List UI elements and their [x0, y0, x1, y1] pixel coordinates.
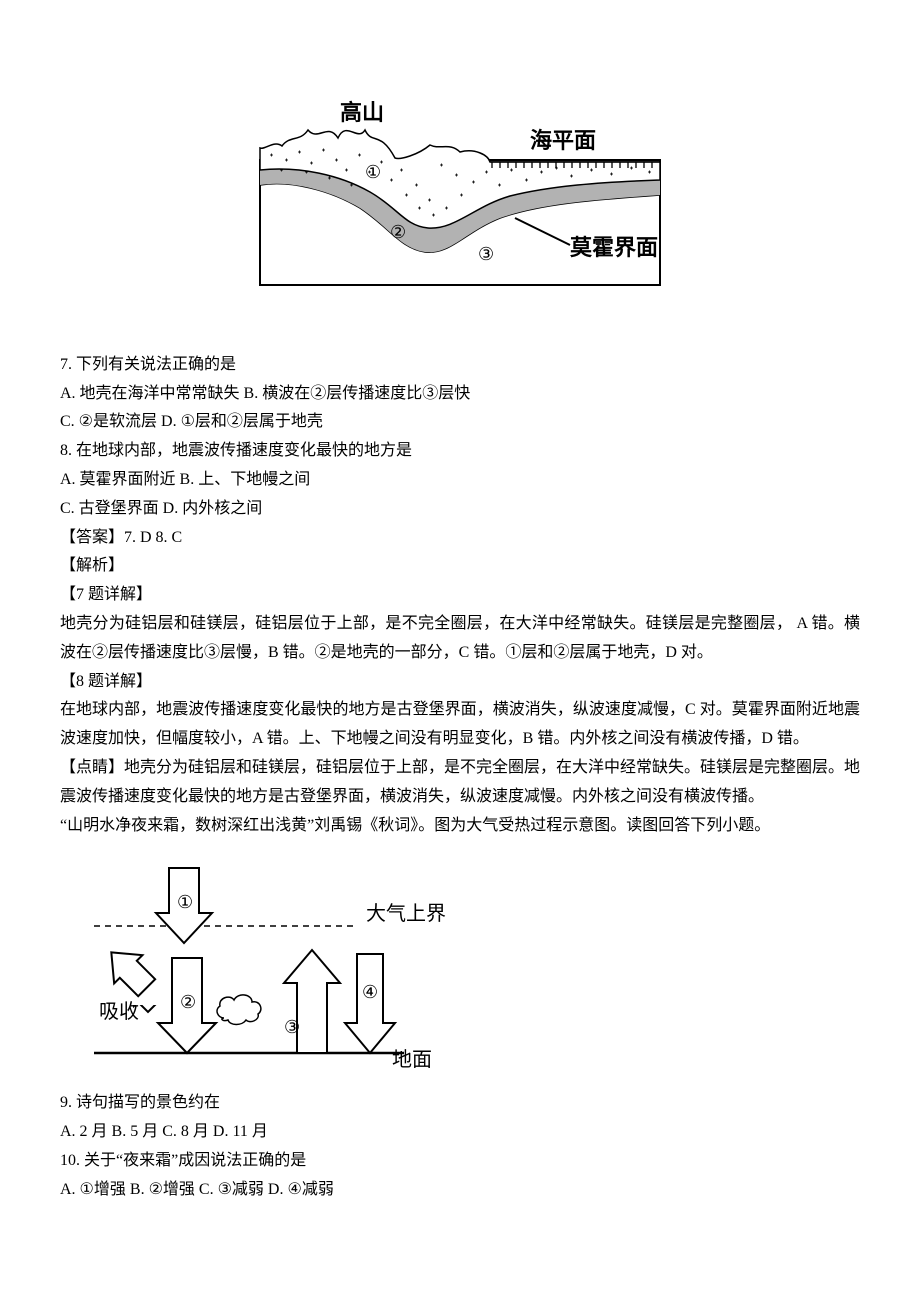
q8-stem: 8. 在地球内部，地震波传播速度变化最快的地方是: [60, 437, 860, 466]
atmo-n3: ③: [284, 1017, 300, 1037]
atmo-n1: ①: [177, 892, 193, 912]
label-mountain: 高山: [340, 100, 384, 125]
q8-explanation: 在地球内部，地震波传播速度变化最快的地方是古登堡界面，横波消失，纵波速度减慢，C…: [60, 696, 860, 754]
label-sealevel: 海平面: [530, 128, 596, 153]
q8-options-2: C. 古登堡界面 D. 内外核之间: [60, 495, 860, 524]
q10-options: A. ①增强 B. ②增强 C. ③减弱 D. ④减弱: [60, 1176, 860, 1205]
intro-2: “山明水净夜来霜，数树深红出浅黄”刘禹锡《秋词》。图为大气受热过程示意图。读图回…: [60, 812, 860, 841]
atmo-absorb: 吸收: [99, 1000, 139, 1023]
answers-7-8: 【答案】7. D 8. C: [60, 524, 860, 553]
analysis-head: 【解析】: [60, 552, 860, 581]
q8-options-1: A. 莫霍界面附近 B. 上、下地幔之间: [60, 466, 860, 495]
q7-explanation: 地壳分为硅铝层和硅镁层，硅铝层位于上部，是不完全圈层，在大洋中经常缺失。硅镁层是…: [60, 610, 860, 668]
atmo-ground: 地面: [392, 1048, 432, 1068]
figure-atmosphere: ① 吸收: [94, 858, 860, 1079]
figure-earth-crust: 高山 海平面 莫霍界面 ① ② ③: [60, 100, 860, 311]
q7-options-1: A. 地壳在海洋中常常缺失 B. 横波在②层传播速度比③层快: [60, 380, 860, 409]
q7-stem: 7. 下列有关说法正确的是: [60, 351, 860, 380]
dianjing: 【点睛】地壳分为硅铝层和硅镁层，硅铝层位于上部，是不完全圈层，在大洋中经常缺失。…: [60, 754, 860, 812]
label-n1: ①: [365, 162, 381, 182]
q8-detail-head: 【8 题详解】: [60, 668, 860, 697]
q7-detail-head: 【7 题详解】: [60, 581, 860, 610]
label-n2: ②: [390, 222, 406, 242]
label-moho: 莫霍界面: [570, 235, 658, 260]
q9-stem: 9. 诗句描写的景色约在: [60, 1089, 860, 1118]
q9-options: A. 2 月 B. 5 月 C. 8 月 D. 11 月: [60, 1118, 860, 1147]
atmo-topbound: 大气上界: [366, 902, 446, 925]
atmo-n4: ④: [362, 982, 378, 1002]
atmosphere-diagram: ① 吸收: [94, 858, 474, 1068]
document-page: 高山 海平面 莫霍界面 ① ② ③ 7. 下列有关说法正确的是 A. 地壳在海洋…: [0, 0, 920, 1264]
crust-diagram: 高山 海平面 莫霍界面 ① ② ③: [250, 100, 670, 300]
q10-stem: 10. 关于“夜来霜”成因说法正确的是: [60, 1147, 860, 1176]
atmo-n2: ②: [180, 992, 196, 1012]
label-n3: ③: [478, 244, 494, 264]
q7-options-2: C. ②是软流层 D. ①层和②层属于地壳: [60, 408, 860, 437]
